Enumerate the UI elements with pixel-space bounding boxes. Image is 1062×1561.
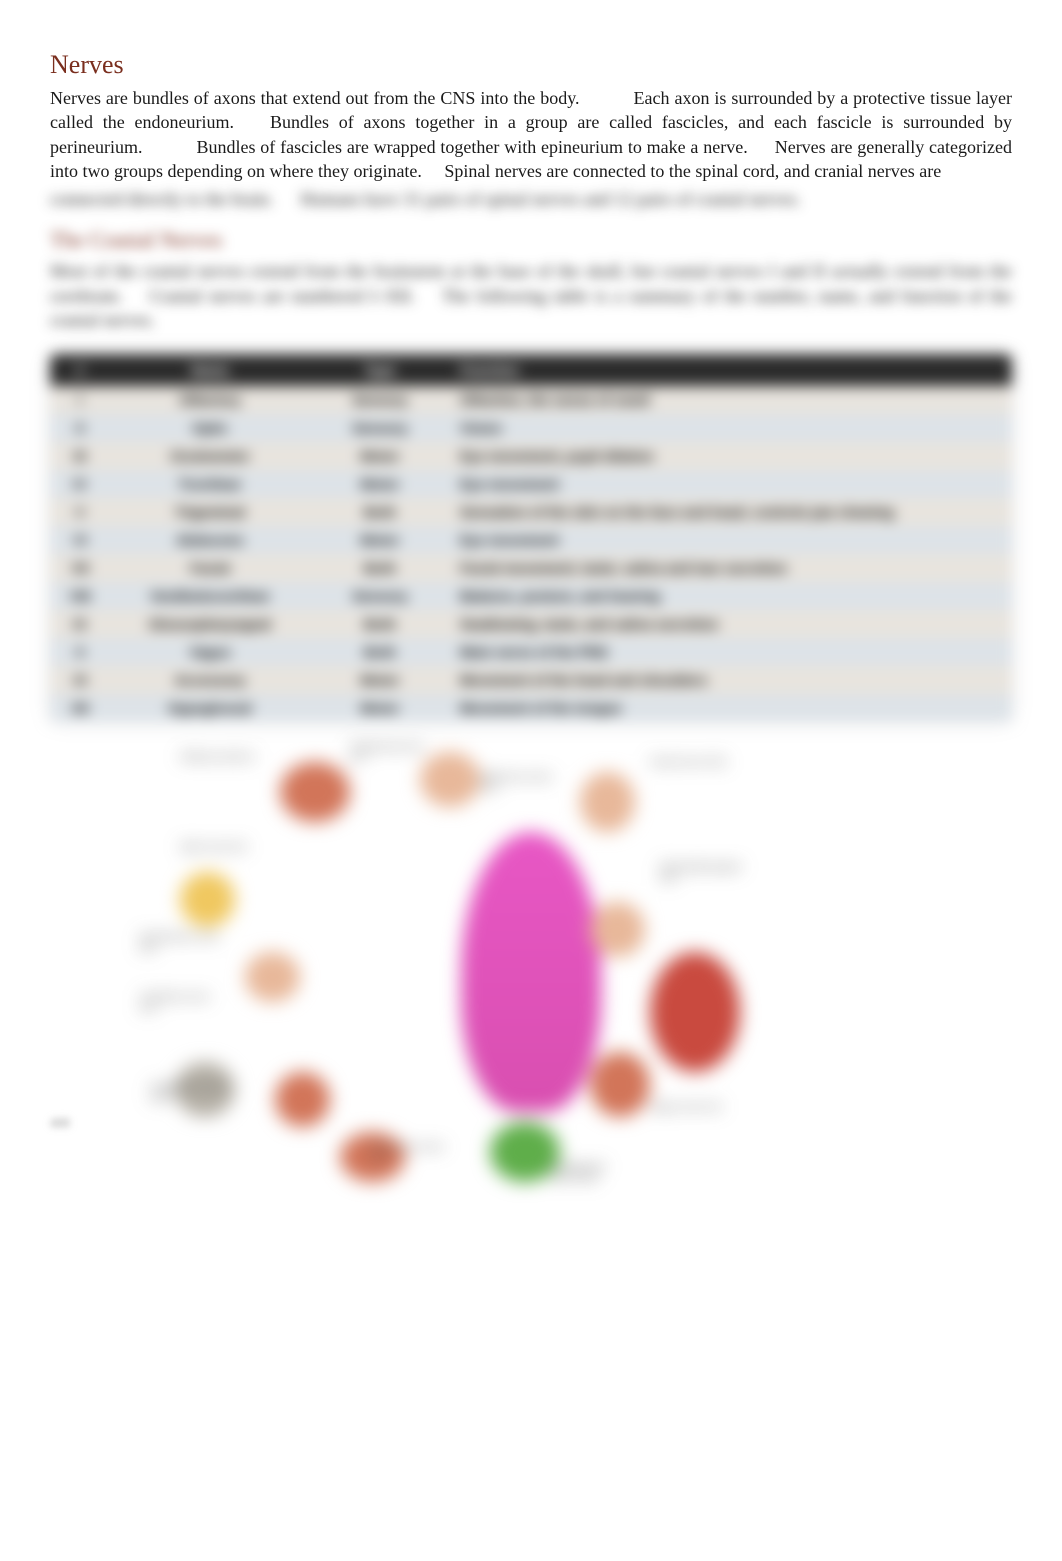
table-cell: Both <box>310 554 450 582</box>
table-cell: Trochlear <box>110 470 310 498</box>
table-cell: Olfactory <box>110 386 310 414</box>
diagram-label: Trochlear nerve (IV) <box>140 992 220 1014</box>
table-cell: Sensation of the skin on the face and he… <box>450 498 1012 526</box>
table-cell: Main nerve of the PNS <box>450 638 1012 666</box>
table-cell: Motor <box>310 442 450 470</box>
table-row: XIIHypoglossalMotorMovement of the tongu… <box>50 694 1012 722</box>
table-cell: X <box>50 638 110 666</box>
diagram-label: Facial nerve (VII) <box>650 757 730 768</box>
diagram-label: Olfactory bulb (I) <box>180 752 260 763</box>
diagram-organ-blob <box>275 1072 330 1127</box>
diagram-label: Glossopharyngeal (IX) <box>660 862 740 884</box>
table-cell: Abducens <box>110 526 310 554</box>
table-cell: Glossopharyngeal <box>110 610 310 638</box>
table-cell: Facial movement; taste; saliva and tear … <box>450 554 1012 582</box>
table-col-header: Name <box>110 354 310 386</box>
table-row: VIAbducensMotorEye movement <box>50 526 1012 554</box>
table-row: VTrigeminalBothSensation of the skin on … <box>50 498 1012 526</box>
table-cell: Movement of the tongue <box>450 694 1012 722</box>
table-col-header: Function <box>450 354 1012 386</box>
table-row: IOlfactorySensoryOlfaction, the sense of… <box>50 386 1012 414</box>
diagram-label: Optic nerve (II) <box>180 842 260 853</box>
diagram-label: Oculomotor nerve (III) <box>140 932 220 954</box>
brainstem-shape <box>461 832 601 1112</box>
table-cell: Olfaction, the sense of smell <box>450 386 1012 414</box>
table-cell: Movement of the head and shoulders <box>450 666 1012 694</box>
table-col-header: Type <box>310 354 450 386</box>
intro-paragraph-continued: connected directly to the brain. Humans … <box>50 187 1012 211</box>
table-cell: IV <box>50 470 110 498</box>
table-cell: Both <box>310 638 450 666</box>
diagram-label: Trigeminal nerve (V) <box>350 742 430 764</box>
table-cell: Eye movement, pupil dilation <box>450 442 1012 470</box>
table-cell: VIII <box>50 582 110 610</box>
table-cell: Hypoglossal <box>110 694 310 722</box>
cranial-paragraph: Most of the cranial nerves extend from t… <box>50 259 1012 332</box>
table-row: IIIOculomotorMotorEye movement, pupil di… <box>50 442 1012 470</box>
diagram-organ-blob <box>280 762 350 822</box>
table-cell: VII <box>50 554 110 582</box>
table-cell: Sensory <box>310 386 450 414</box>
table-cell: II <box>50 414 110 442</box>
table-cell: V <box>50 498 110 526</box>
page-title: Nerves <box>50 50 1012 80</box>
cranial-nerves-table-wrap: #NameTypeFunction IOlfactorySensoryOlfac… <box>50 354 1012 722</box>
table-cell: Accessory <box>110 666 310 694</box>
table-row: IVTrochlearMotorEye movement <box>50 470 1012 498</box>
cranial-nerves-table: #NameTypeFunction IOlfactorySensoryOlfac… <box>50 354 1012 722</box>
table-cell: IX <box>50 610 110 638</box>
section-heading-cranial: The Cranial Nerves <box>50 227 1012 253</box>
diagram-label: Abducens nerve (VI) <box>480 772 560 794</box>
table-cell: XI <box>50 666 110 694</box>
table-cell: III <box>50 442 110 470</box>
intro-paragraph: Nerves are bundles of axons that extend … <box>50 86 1012 183</box>
table-cell: Both <box>310 610 450 638</box>
table-cell: Sensory <box>310 582 450 610</box>
table-cell: Vagus <box>110 638 310 666</box>
table-cell: Oculomotor <box>110 442 310 470</box>
table-cell: Vision <box>450 414 1012 442</box>
diagram-organ-blob <box>580 772 635 832</box>
table-cell: Optic <box>110 414 310 442</box>
diagram-label: Accessory nerve (XI) <box>370 1142 450 1164</box>
table-col-header: # <box>50 354 110 386</box>
table-cell: Swallowing, taste, and saliva secretion <box>450 610 1012 638</box>
table-cell: Both <box>310 498 450 526</box>
diagram-label: Hypoglossal nerve (XII) <box>550 1162 630 1184</box>
table-body: IOlfactorySensoryOlfaction, the sense of… <box>50 386 1012 722</box>
table-cell: Motor <box>310 666 450 694</box>
table-row: IXGlossopharyngealBothSwallowing, taste,… <box>50 610 1012 638</box>
diagram-label: Vagus nerve (X) <box>650 1102 730 1113</box>
diagram-label: Vestibulocochlear (VIII) <box>150 1082 230 1104</box>
table-row: XIAccessoryMotorMovement of the head and… <box>50 666 1012 694</box>
table-cell: Trigeminal <box>110 498 310 526</box>
table-row: VIIIVestibulocochlearSensoryBalance, pos… <box>50 582 1012 610</box>
table-cell: Motor <box>310 694 450 722</box>
table-row: IIOpticSensoryVision <box>50 414 1012 442</box>
table-cell: Sensory <box>310 414 450 442</box>
cranial-nerves-diagram: Olfactory bulb (I) Optic nerve (II) Oculom… <box>50 732 1012 1212</box>
table-cell: Motor <box>310 470 450 498</box>
table-cell: Balance, posture, and hearing <box>450 582 1012 610</box>
table-cell: Eye movement <box>450 526 1012 554</box>
table-cell: Facial <box>110 554 310 582</box>
table-cell: XII <box>50 694 110 722</box>
table-row: XVagusBothMain nerve of the PNS <box>50 638 1012 666</box>
table-cell: Eye movement <box>450 470 1012 498</box>
diagram-organ-blob <box>590 1052 650 1117</box>
diagram-organ-blob <box>590 902 645 957</box>
table-cell: VI <box>50 526 110 554</box>
table-cell: I <box>50 386 110 414</box>
diagram-organ-blob <box>245 952 300 1002</box>
table-header-row: #NameTypeFunction <box>50 354 1012 386</box>
table-row: VIIFacialBothFacial movement; taste; sal… <box>50 554 1012 582</box>
diagram-organ-blob <box>650 952 740 1072</box>
table-cell: Vestibulocochlear <box>110 582 310 610</box>
page-number: 408 <box>50 1115 70 1131</box>
table-cell: Motor <box>310 526 450 554</box>
diagram-organ-blob <box>180 872 235 927</box>
